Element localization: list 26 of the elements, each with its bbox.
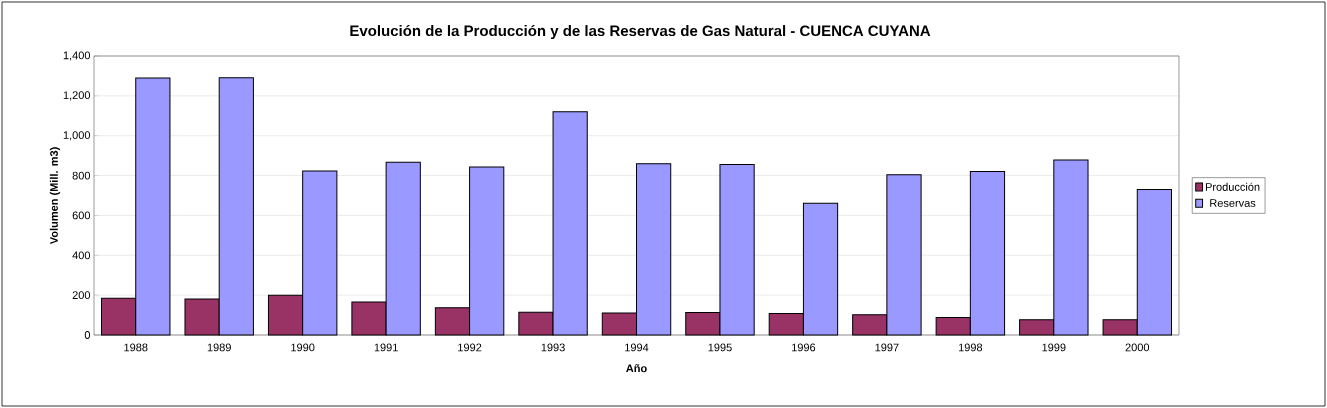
- x-tick-label: 1990: [291, 343, 315, 352]
- x-tick-label: 1993: [541, 343, 565, 352]
- x-tick-label: 1996: [792, 343, 816, 352]
- y-tick-label: 0: [84, 331, 91, 339]
- y-tick-label: 1,400: [63, 51, 91, 61]
- legend-label: Reservas: [1210, 199, 1256, 207]
- x-tick-label: 1999: [1042, 343, 1066, 352]
- x-tick-label: 1997: [875, 343, 899, 352]
- x-tick-label: 1991: [374, 343, 398, 352]
- x-tick-label: 1998: [958, 343, 983, 352]
- x-tick-label: 2000: [1125, 343, 1150, 352]
- x-tick-label: 1994: [625, 343, 649, 352]
- x-tick-label: 1992: [458, 343, 482, 352]
- x-tick-label: 1988: [124, 343, 148, 352]
- y-tick-label: 1,000: [63, 131, 91, 141]
- y-axis-title: Volumen (Mill. m3): [49, 147, 61, 245]
- y-tick-label: 600: [72, 211, 91, 220]
- chart-title: Evolución de la Producción y de las Reservas de Gas Natural - CUENCA CUYANA: [350, 24, 931, 40]
- legend-label: Producción: [1205, 182, 1260, 191]
- x-axis-title: Año: [626, 364, 647, 373]
- x-tick-label: 1989: [207, 343, 231, 352]
- y-tick-label: 1,200: [63, 91, 91, 101]
- y-tick-label: 400: [72, 251, 91, 260]
- y-tick-label: 800: [72, 171, 91, 180]
- x-tick-label: 1995: [708, 343, 732, 352]
- y-tick-label: 200: [72, 291, 91, 300]
